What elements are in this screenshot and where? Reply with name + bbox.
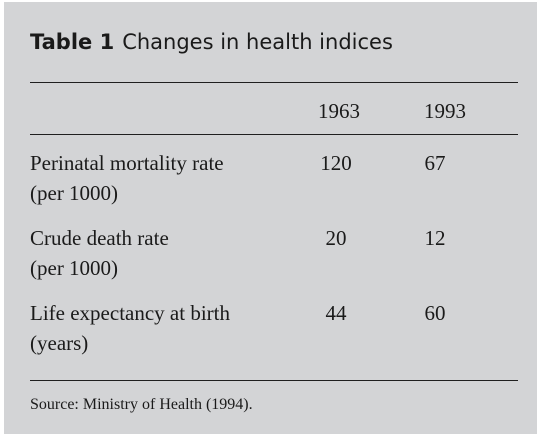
cell-value-1963: 120 <box>320 151 352 175</box>
table-row: Perinatal mortality rate (per 1000) 120 … <box>4 151 537 221</box>
row-unit: (years) <box>30 331 89 355</box>
column-header-1993: 1993 <box>424 99 466 123</box>
row-label: Crude death rate <box>30 226 169 250</box>
table-row: Crude death rate (per 1000) 20 12 <box>4 226 537 296</box>
column-header-1963: 1963 <box>318 99 360 123</box>
cell-value-1963: 44 <box>325 301 347 325</box>
cell-value-1993: 60 <box>424 301 446 325</box>
row-label: Life expectancy at birth <box>30 301 230 325</box>
table-panel: Table 1 Changes in health indices 1963 19… <box>4 2 537 434</box>
cell-value-1963: 20 <box>325 226 347 250</box>
table-caption: Changes in health indices <box>122 30 393 54</box>
row-unit: (per 1000) <box>30 181 119 205</box>
cell-value-1993: 67 <box>424 151 446 175</box>
table-number: Table 1 <box>30 30 115 54</box>
row-unit: (per 1000) <box>30 256 119 280</box>
header-rule <box>30 134 518 135</box>
top-rule <box>30 82 518 83</box>
row-label: Perinatal mortality rate <box>30 151 224 175</box>
cell-value-1993: 12 <box>424 226 446 250</box>
table-row: Life expectancy at birth (years) 44 60 <box>4 301 537 371</box>
source-note: Source: Ministry of Health (1994). <box>30 396 253 413</box>
bottom-rule <box>30 380 518 381</box>
table-title: Table 1 Changes in health indices <box>30 30 393 54</box>
